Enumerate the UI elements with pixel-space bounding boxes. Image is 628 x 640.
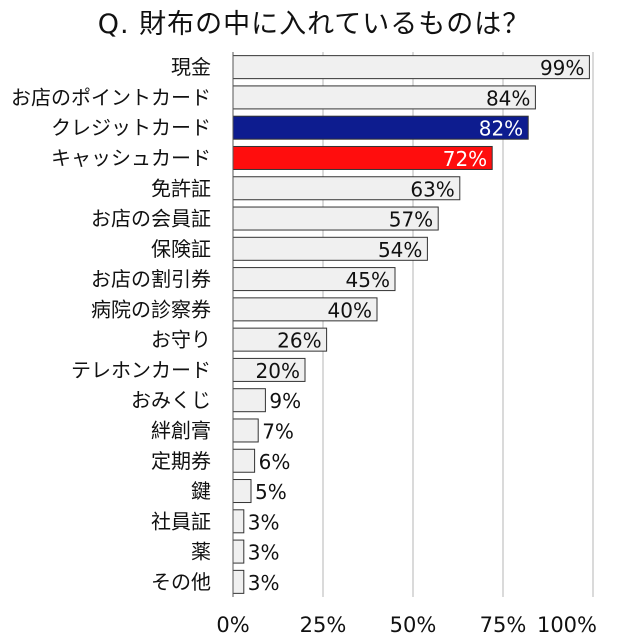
value-label: 3% [248, 510, 280, 534]
bar [232, 388, 266, 413]
value-label: 54% [378, 238, 422, 262]
chart-title: Q. 財布の中に入れているものは？ [97, 9, 531, 40]
category-label: 現金 [171, 55, 211, 79]
x-tick-label: 75% [480, 613, 527, 637]
category-label: キャッシュカード [51, 146, 211, 170]
bars [232, 55, 590, 594]
category-label: お守り [151, 328, 211, 352]
category-label: 保険証 [151, 237, 211, 261]
value-label: 20% [256, 359, 300, 383]
category-label: 病院の診察券 [91, 297, 211, 321]
value-label: 3% [248, 571, 280, 595]
value-label: 45% [346, 268, 390, 292]
value-label: 9% [269, 389, 301, 413]
bar [232, 418, 259, 443]
value-label: 99% [540, 56, 584, 80]
value-label: 72% [443, 147, 487, 171]
value-label: 82% [479, 117, 523, 141]
bar [232, 479, 252, 504]
category-label: 鍵 [191, 479, 211, 503]
grid-lines [322, 52, 594, 597]
x-axis-ticks: 0% 25% 50% 75% 100% [216, 613, 597, 637]
bar [232, 569, 245, 594]
value-label: 40% [328, 298, 372, 322]
bar [232, 55, 590, 80]
value-label: 3% [248, 541, 280, 565]
category-label: 絆創膏 [151, 418, 211, 442]
x-tick-label: 0% [216, 613, 249, 637]
x-tick-label: 25% [300, 613, 347, 637]
category-labels: 現金お店のポイントカードクレジットカードキャッシュカード免許証お店の会員証保険証… [11, 55, 211, 594]
category-label: その他 [151, 570, 211, 594]
value-label: 63% [410, 177, 454, 201]
category-label: お店の会員証 [91, 207, 211, 231]
bar [232, 509, 245, 534]
category-label: 社員証 [151, 509, 211, 533]
value-label: 7% [262, 419, 294, 443]
category-label: お店の割引券 [91, 267, 211, 291]
category-label: クレジットカード [51, 116, 211, 140]
category-label: 薬 [191, 540, 211, 564]
bar [232, 539, 245, 564]
category-label: お店のポイントカード [11, 85, 211, 109]
x-tick-label: 100% [537, 613, 597, 637]
value-label: 26% [277, 329, 321, 353]
value-label: 6% [259, 450, 291, 474]
value-label: 5% [255, 480, 287, 504]
x-tick-label: 50% [390, 613, 437, 637]
bar [232, 448, 256, 473]
category-label: 免許証 [151, 176, 211, 200]
value-labels: 99% 84% 82% 72% 63% 57% 54% 45% 40% 26% 20% 9% 7% 6% 5… [248, 56, 585, 595]
value-label: 57% [389, 208, 433, 232]
category-label: 定期券 [151, 449, 211, 473]
category-label: テレホンカード [71, 358, 211, 382]
value-label: 84% [486, 86, 530, 110]
category-label: おみくじ [131, 388, 211, 412]
